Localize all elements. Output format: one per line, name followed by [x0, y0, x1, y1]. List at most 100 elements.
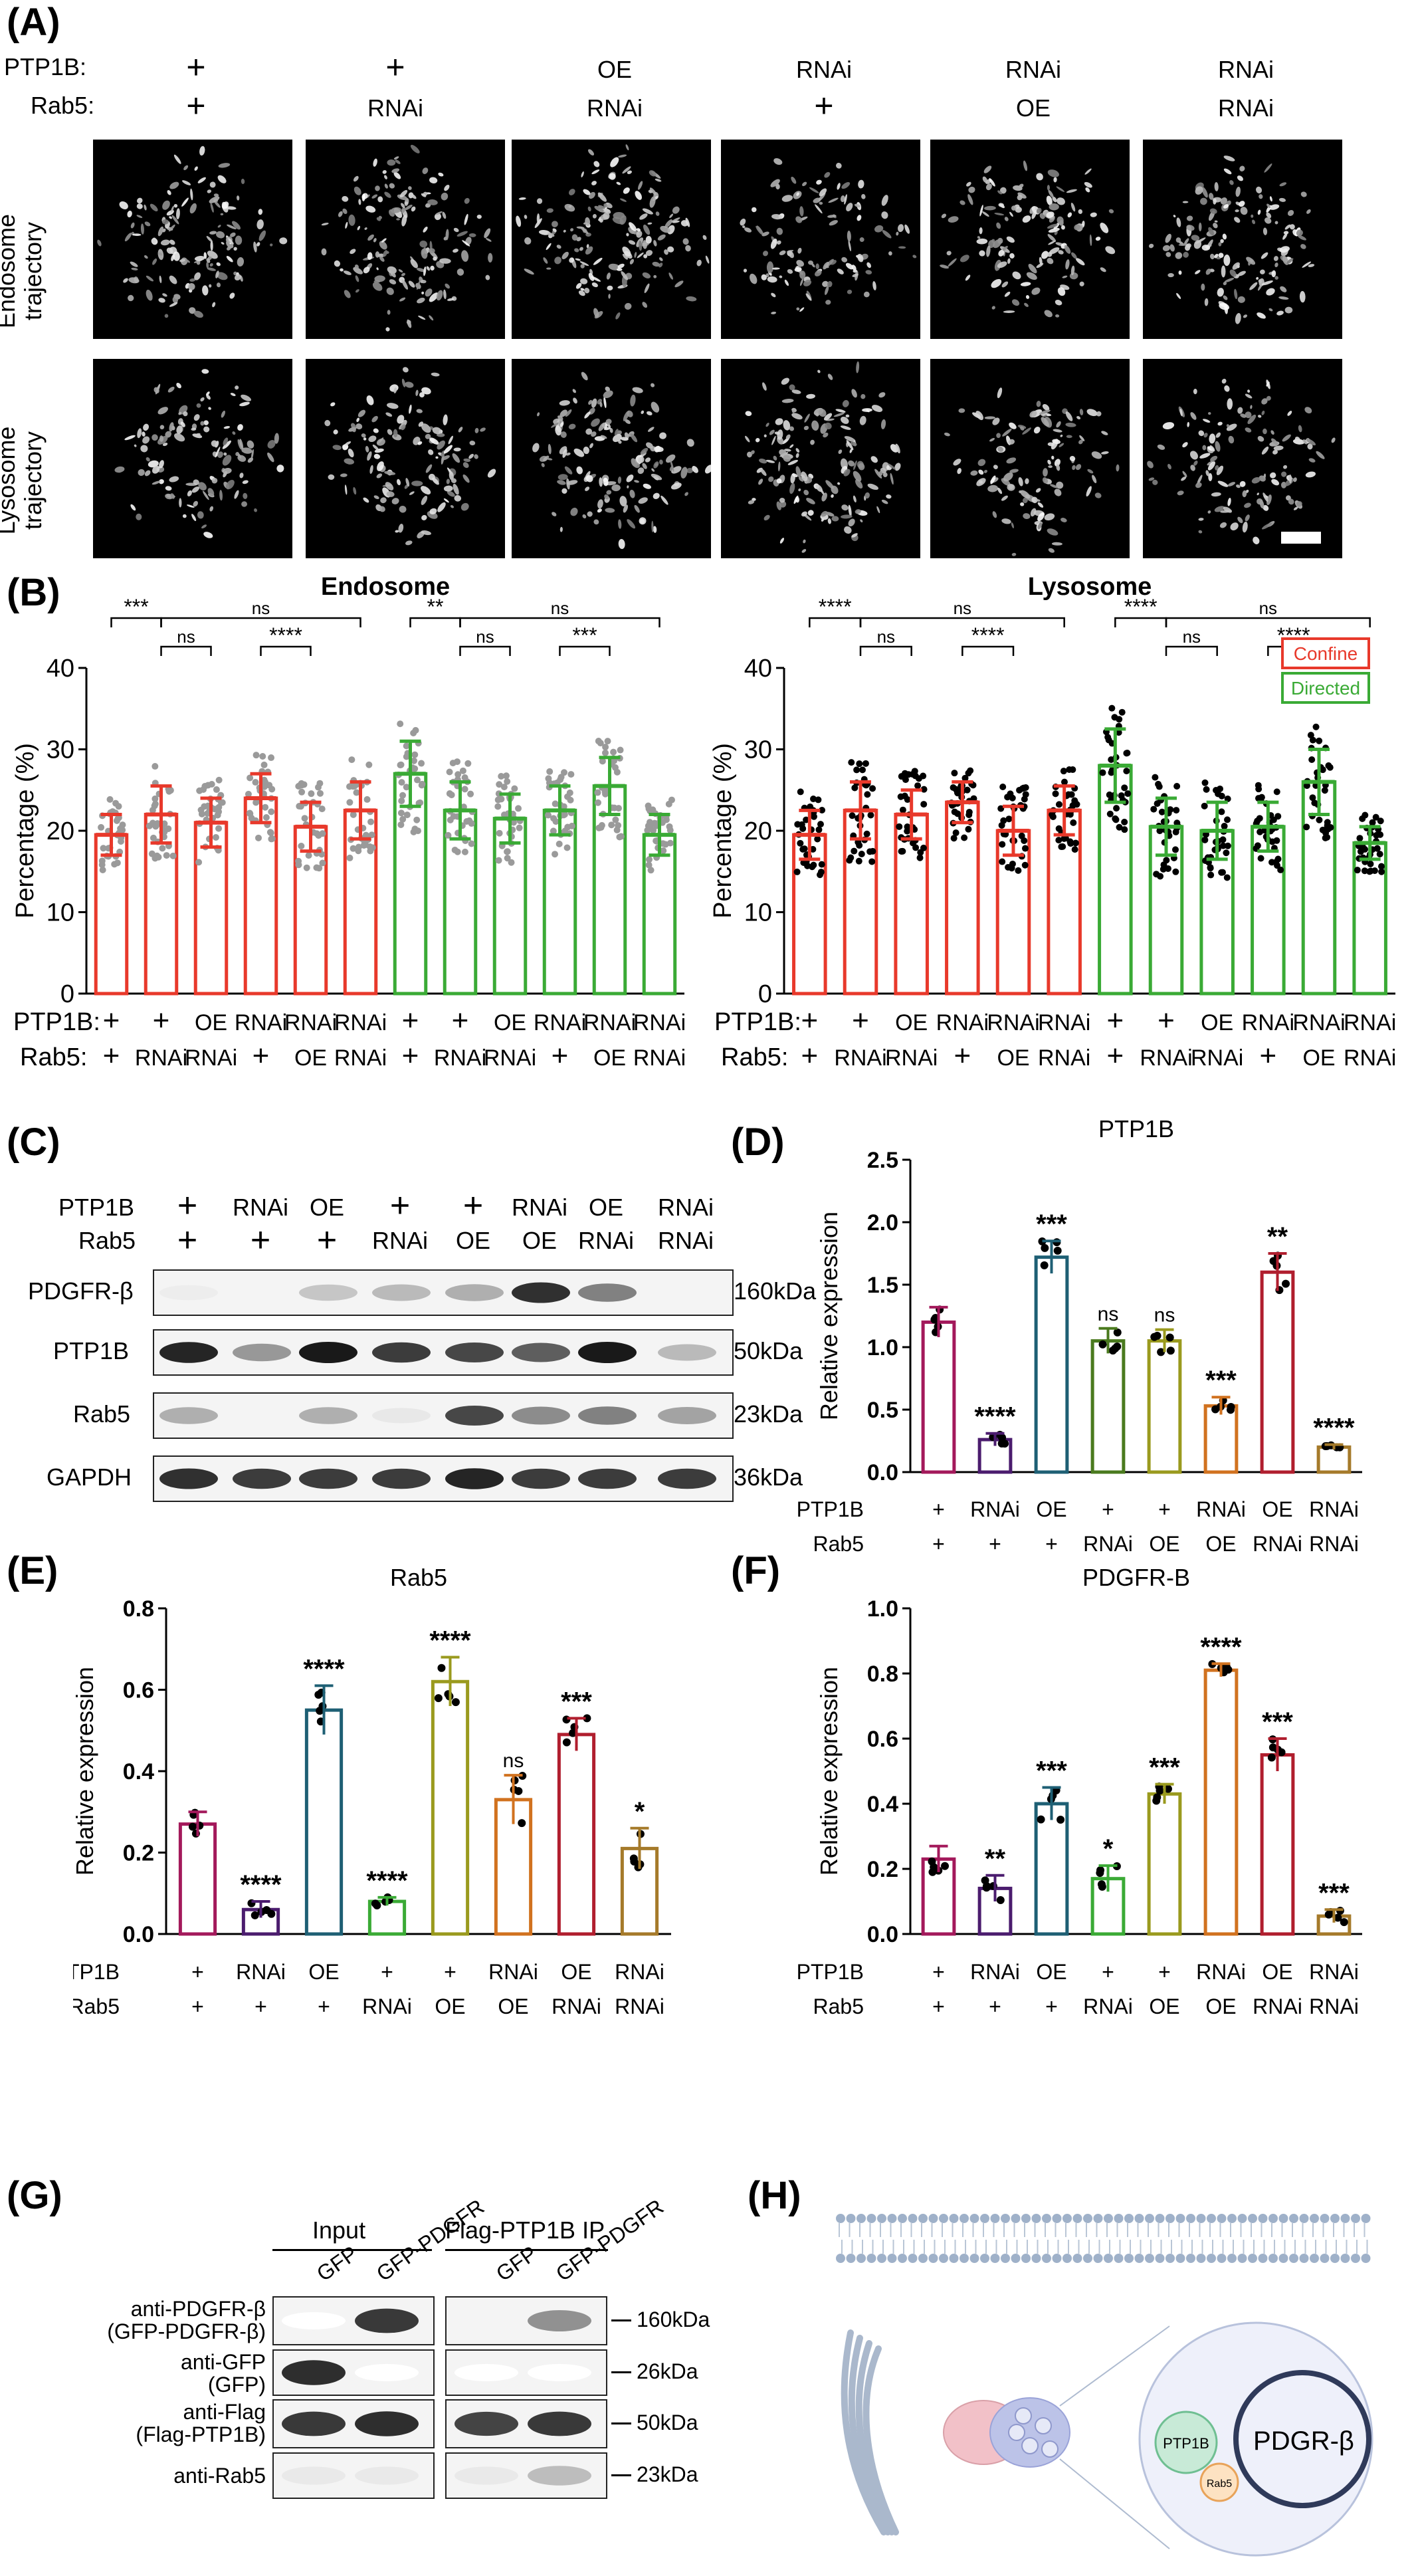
vesicle-spot: [1056, 464, 1060, 471]
data-point: [262, 813, 270, 821]
vesicle-spot: [651, 473, 662, 481]
data-point: [188, 1822, 197, 1831]
data-point: [1272, 859, 1280, 866]
vesicle-spot: [605, 419, 612, 425]
vesicle-spot: [1087, 469, 1094, 474]
vesicle-spot: [176, 425, 183, 435]
vesicle-spot: [1257, 415, 1262, 418]
data-point: [446, 768, 453, 776]
vesicle-spot: [1009, 253, 1015, 259]
vesicle-spot: [859, 415, 866, 425]
vesicle-spot: [146, 289, 153, 301]
vesicle-spot: [1245, 427, 1252, 433]
data-point: [1256, 815, 1263, 822]
vesicle-spot: [894, 463, 901, 471]
ptp1b-condition: OE: [1201, 1010, 1233, 1035]
data-point: [1157, 1348, 1165, 1356]
data-point: [859, 766, 866, 774]
vesicle-spot: [829, 220, 838, 226]
vesicle-spot: [462, 474, 470, 483]
vesicle-spot: [874, 469, 882, 479]
data-point: [999, 858, 1006, 865]
vesicle-spot: [573, 397, 577, 404]
vesicle-spot: [221, 242, 225, 245]
panel-a-ptp1b-condition: RNAi: [795, 56, 853, 83]
vesicle-spot: [1201, 245, 1211, 251]
data-point: [809, 845, 817, 853]
ptp1b-condition: OE: [1036, 1497, 1066, 1521]
vesicle-spot: [524, 268, 534, 275]
vesicle-spot: [857, 215, 862, 221]
lipid-head: [1289, 2214, 1298, 2223]
vesicle-spot: [1176, 292, 1181, 299]
endosome-trajectory-label: Endosome trajectory: [0, 213, 47, 329]
data-point: [815, 826, 823, 833]
vesicle-spot: [815, 270, 822, 276]
band: [299, 1407, 357, 1424]
vesicle-spot: [1057, 216, 1064, 225]
vesicle-spot: [119, 201, 128, 209]
data-point: [268, 808, 275, 815]
vesicle-spot: [215, 447, 221, 458]
vesicle-spot: [608, 294, 611, 299]
vesicle-spot: [488, 253, 493, 263]
vesicle-spot: [958, 408, 965, 413]
vesicle-spot: [418, 315, 426, 320]
data-point: [594, 789, 601, 796]
vesicle-spot: [572, 389, 576, 393]
vesicle-spot: [382, 169, 387, 174]
vesicle-spot: [680, 467, 688, 479]
vesicle-spot: [1245, 393, 1253, 399]
vesicle-spot: [672, 206, 680, 214]
lipid-head: [1001, 2214, 1010, 2223]
vesicle-spot: [649, 187, 656, 195]
vesicle-spot: [1273, 256, 1278, 261]
vesicle-spot: [634, 504, 640, 513]
rab5-condition: OE: [1302, 1045, 1335, 1071]
vesicle-spot: [561, 251, 569, 260]
vesicle-spot: [211, 440, 218, 447]
vesicle-spot: [647, 411, 653, 416]
vesicle-spot: [372, 444, 379, 451]
vesicle-spot: [617, 263, 625, 268]
significance-label: ***: [1205, 1366, 1237, 1395]
coip-size-label: 26kDa: [637, 2359, 698, 2383]
vesicle-spot: [1293, 506, 1298, 510]
vesicle-spot: [247, 457, 254, 463]
vesicle-spot: [592, 213, 597, 219]
vesicle-spot: [791, 410, 795, 413]
lipid-head: [1207, 2254, 1216, 2263]
vesicle-spot: [234, 274, 241, 280]
vesicle-spot: [1257, 209, 1261, 215]
ptp1b-condition: RNAi: [488, 1960, 538, 1984]
vesicle-spot: [755, 437, 760, 443]
vesicle-spot: [1279, 246, 1290, 253]
data-point: [1113, 1328, 1122, 1337]
vesicle-spot: [410, 259, 418, 268]
vesicle-spot: [421, 387, 431, 395]
rab5-condition: RNAi: [185, 1045, 237, 1071]
vesicle-spot: [393, 387, 397, 393]
vesicle-spot: [791, 413, 803, 420]
significance-label: ****: [303, 1654, 345, 1683]
vesicle-spot: [393, 171, 401, 179]
vesicle-spot: [1026, 272, 1037, 280]
data-point: [1359, 815, 1366, 822]
vesicle-spot: [251, 449, 254, 460]
data-point: [645, 822, 652, 829]
data-point: [617, 746, 624, 754]
data-point: [1303, 823, 1310, 831]
vesicle-spot: [647, 222, 653, 225]
vesicle-spot: [453, 447, 461, 452]
vesicle-spot: [206, 262, 209, 268]
lipid-head: [866, 2254, 876, 2263]
vesicle-spot: [127, 210, 132, 218]
ptp1b-text: PTP1B: [1163, 2435, 1209, 2452]
vesicle-spot: [625, 419, 631, 424]
vesicle-spot: [1060, 518, 1067, 522]
rab5-condition: RNAi: [834, 1045, 886, 1071]
rab5-axis-label: Rab5:: [721, 1043, 788, 1071]
vesicle-spot: [836, 162, 842, 169]
vesicle-spot: [1190, 412, 1197, 420]
vesicle-spot: [458, 427, 463, 433]
